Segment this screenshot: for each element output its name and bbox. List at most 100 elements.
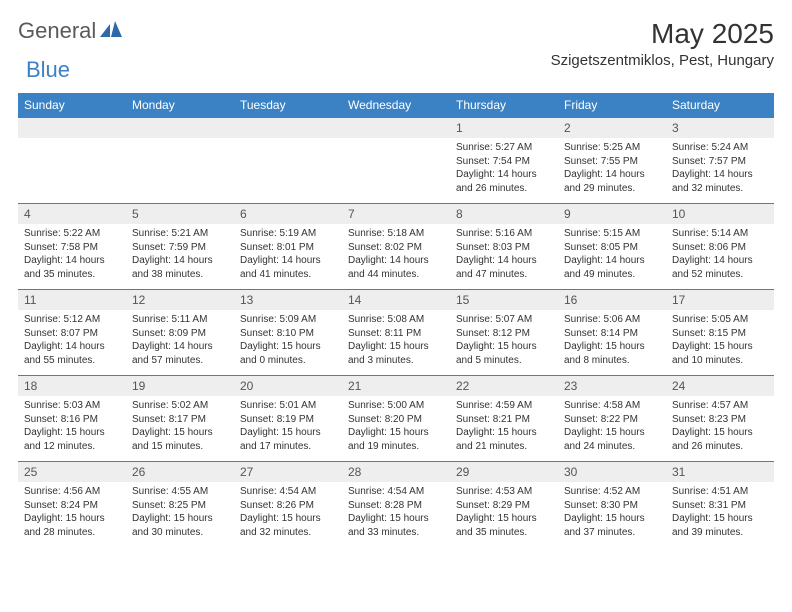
- day-body-cell: Sunrise: 5:11 AMSunset: 8:09 PMDaylight:…: [126, 310, 234, 376]
- sunrise-text: Sunrise: 4:54 AM: [348, 485, 444, 499]
- day-body-cell: Sunrise: 5:21 AMSunset: 7:59 PMDaylight:…: [126, 224, 234, 290]
- day-body: Sunrise: 4:51 AMSunset: 8:31 PMDaylight:…: [666, 482, 774, 547]
- day-body-cell: Sunrise: 5:02 AMSunset: 8:17 PMDaylight:…: [126, 396, 234, 462]
- day-body: [126, 138, 234, 192]
- day-body: Sunrise: 4:57 AMSunset: 8:23 PMDaylight:…: [666, 396, 774, 461]
- day-body-cell: [342, 138, 450, 204]
- day-number-cell: 24: [666, 376, 774, 397]
- daylight-text: Daylight: 15 hours and 33 minutes.: [348, 512, 444, 539]
- daylight-text: Daylight: 15 hours and 12 minutes.: [24, 426, 120, 453]
- daylight-text: Daylight: 15 hours and 8 minutes.: [564, 340, 660, 367]
- daylight-text: Daylight: 15 hours and 32 minutes.: [240, 512, 336, 539]
- daylight-text: Daylight: 14 hours and 41 minutes.: [240, 254, 336, 281]
- daylight-text: Daylight: 15 hours and 19 minutes.: [348, 426, 444, 453]
- calendar-header-row: SundayMondayTuesdayWednesdayThursdayFrid…: [18, 93, 774, 118]
- sunset-text: Sunset: 8:24 PM: [24, 499, 120, 513]
- sunset-text: Sunset: 8:26 PM: [240, 499, 336, 513]
- day-number: 1: [450, 118, 558, 138]
- day-number: 13: [234, 290, 342, 310]
- day-number-cell: 25: [18, 462, 126, 483]
- day-number-row: 45678910: [18, 204, 774, 225]
- day-number-cell: 8: [450, 204, 558, 225]
- day-number: [18, 118, 126, 138]
- day-body-cell: Sunrise: 4:52 AMSunset: 8:30 PMDaylight:…: [558, 482, 666, 547]
- day-body: Sunrise: 5:11 AMSunset: 8:09 PMDaylight:…: [126, 310, 234, 375]
- day-number: [126, 118, 234, 138]
- sunset-text: Sunset: 8:28 PM: [348, 499, 444, 513]
- day-body: Sunrise: 5:25 AMSunset: 7:55 PMDaylight:…: [558, 138, 666, 203]
- day-body-row: Sunrise: 5:03 AMSunset: 8:16 PMDaylight:…: [18, 396, 774, 462]
- day-body-cell: Sunrise: 5:25 AMSunset: 7:55 PMDaylight:…: [558, 138, 666, 204]
- sunrise-text: Sunrise: 5:09 AM: [240, 313, 336, 327]
- weekday-header: Wednesday: [342, 93, 450, 118]
- day-body-cell: [234, 138, 342, 204]
- day-number-cell: 19: [126, 376, 234, 397]
- day-number-cell: 10: [666, 204, 774, 225]
- day-body: Sunrise: 5:02 AMSunset: 8:17 PMDaylight:…: [126, 396, 234, 461]
- daylight-text: Daylight: 14 hours and 38 minutes.: [132, 254, 228, 281]
- day-number-row: 18192021222324: [18, 376, 774, 397]
- sunrise-text: Sunrise: 4:58 AM: [564, 399, 660, 413]
- day-number: 23: [558, 376, 666, 396]
- day-body: [342, 138, 450, 192]
- day-number: 28: [342, 462, 450, 482]
- sunset-text: Sunset: 8:01 PM: [240, 241, 336, 255]
- day-number: 9: [558, 204, 666, 224]
- day-number: 5: [126, 204, 234, 224]
- day-body-cell: Sunrise: 5:16 AMSunset: 8:03 PMDaylight:…: [450, 224, 558, 290]
- sunset-text: Sunset: 8:11 PM: [348, 327, 444, 341]
- sunset-text: Sunset: 8:17 PM: [132, 413, 228, 427]
- sunset-text: Sunset: 8:20 PM: [348, 413, 444, 427]
- sunrise-text: Sunrise: 5:25 AM: [564, 141, 660, 155]
- sunset-text: Sunset: 8:31 PM: [672, 499, 768, 513]
- day-number-cell: 29: [450, 462, 558, 483]
- day-number-cell: 9: [558, 204, 666, 225]
- sunrise-text: Sunrise: 4:56 AM: [24, 485, 120, 499]
- day-number: 8: [450, 204, 558, 224]
- sunrise-text: Sunrise: 5:03 AM: [24, 399, 120, 413]
- day-body: Sunrise: 5:24 AMSunset: 7:57 PMDaylight:…: [666, 138, 774, 203]
- sunrise-text: Sunrise: 5:27 AM: [456, 141, 552, 155]
- day-body: Sunrise: 5:05 AMSunset: 8:15 PMDaylight:…: [666, 310, 774, 375]
- daylight-text: Daylight: 14 hours and 52 minutes.: [672, 254, 768, 281]
- daylight-text: Daylight: 15 hours and 24 minutes.: [564, 426, 660, 453]
- sunrise-text: Sunrise: 5:11 AM: [132, 313, 228, 327]
- day-body-cell: Sunrise: 5:01 AMSunset: 8:19 PMDaylight:…: [234, 396, 342, 462]
- daylight-text: Daylight: 15 hours and 37 minutes.: [564, 512, 660, 539]
- day-number-row: 11121314151617: [18, 290, 774, 311]
- daylight-text: Daylight: 14 hours and 26 minutes.: [456, 168, 552, 195]
- day-body: Sunrise: 5:18 AMSunset: 8:02 PMDaylight:…: [342, 224, 450, 289]
- day-number-cell: 2: [558, 118, 666, 139]
- day-number-cell: 21: [342, 376, 450, 397]
- day-body: [18, 138, 126, 192]
- day-body: Sunrise: 4:53 AMSunset: 8:29 PMDaylight:…: [450, 482, 558, 547]
- day-number: 16: [558, 290, 666, 310]
- sunrise-text: Sunrise: 5:19 AM: [240, 227, 336, 241]
- day-body: Sunrise: 5:27 AMSunset: 7:54 PMDaylight:…: [450, 138, 558, 203]
- day-number-cell: 12: [126, 290, 234, 311]
- day-number: 4: [18, 204, 126, 224]
- day-number-cell: 11: [18, 290, 126, 311]
- day-body: Sunrise: 5:00 AMSunset: 8:20 PMDaylight:…: [342, 396, 450, 461]
- day-number-cell: 27: [234, 462, 342, 483]
- day-number-cell: 5: [126, 204, 234, 225]
- sunrise-text: Sunrise: 5:24 AM: [672, 141, 768, 155]
- sunset-text: Sunset: 8:14 PM: [564, 327, 660, 341]
- sunset-text: Sunset: 7:58 PM: [24, 241, 120, 255]
- daylight-text: Daylight: 14 hours and 35 minutes.: [24, 254, 120, 281]
- sunrise-text: Sunrise: 4:59 AM: [456, 399, 552, 413]
- day-body-cell: Sunrise: 5:08 AMSunset: 8:11 PMDaylight:…: [342, 310, 450, 376]
- sunset-text: Sunset: 7:54 PM: [456, 155, 552, 169]
- sunset-text: Sunset: 8:30 PM: [564, 499, 660, 513]
- daylight-text: Daylight: 14 hours and 44 minutes.: [348, 254, 444, 281]
- day-body-cell: [126, 138, 234, 204]
- day-body-cell: Sunrise: 4:56 AMSunset: 8:24 PMDaylight:…: [18, 482, 126, 547]
- day-number: 21: [342, 376, 450, 396]
- daylight-text: Daylight: 15 hours and 5 minutes.: [456, 340, 552, 367]
- day-body-cell: Sunrise: 4:53 AMSunset: 8:29 PMDaylight:…: [450, 482, 558, 547]
- sunrise-text: Sunrise: 5:01 AM: [240, 399, 336, 413]
- day-number: 29: [450, 462, 558, 482]
- day-body: Sunrise: 5:08 AMSunset: 8:11 PMDaylight:…: [342, 310, 450, 375]
- day-body: Sunrise: 5:06 AMSunset: 8:14 PMDaylight:…: [558, 310, 666, 375]
- sunset-text: Sunset: 7:57 PM: [672, 155, 768, 169]
